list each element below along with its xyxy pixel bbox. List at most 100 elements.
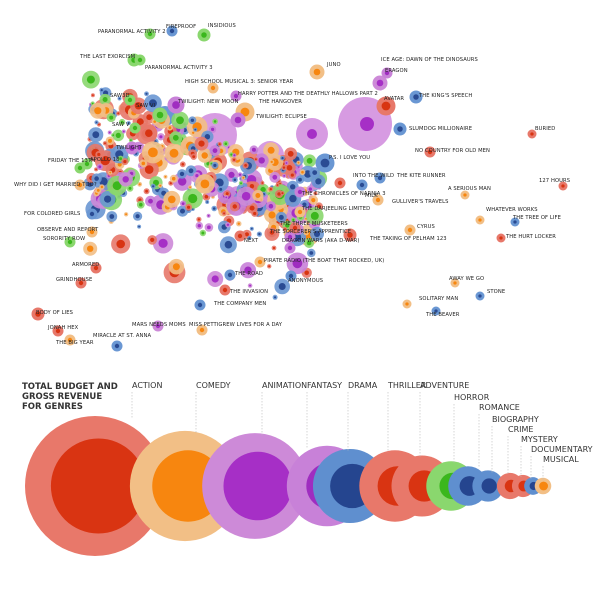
film-point-core xyxy=(169,182,172,185)
film-point-core xyxy=(305,231,308,234)
film-label: THE TAKING OF PELHAM 123 xyxy=(369,236,447,242)
film-label: MIRACLE AT ST. ANNA xyxy=(93,333,152,339)
film-point-core xyxy=(212,207,216,210)
film-point-labeled-core xyxy=(347,232,353,238)
film-point-core xyxy=(168,195,176,204)
film-point-core xyxy=(250,227,253,230)
film-point-core xyxy=(190,118,195,123)
film-point-core xyxy=(258,157,265,164)
budget-circle-animation xyxy=(223,451,293,521)
film-label: BODY OF LIES xyxy=(36,310,73,316)
genre-label-drama: DRAMA xyxy=(348,381,378,390)
film-point-core xyxy=(298,177,302,182)
film-point-labeled-core xyxy=(478,294,482,298)
film-point-core xyxy=(188,193,198,204)
film-point-core xyxy=(92,131,100,139)
film-point-labeled-core xyxy=(397,126,403,132)
film-point-core xyxy=(150,237,155,242)
film-label: GULLIVER'S TRAVELS xyxy=(392,199,449,205)
film-point-labeled-core xyxy=(292,225,298,231)
genre-label-romance: ROMANCE xyxy=(479,403,520,412)
film-label: JONAH HEX xyxy=(47,325,79,331)
film-point-labeled-core xyxy=(222,287,228,293)
film-point-core xyxy=(112,134,115,137)
film-point-core xyxy=(201,231,205,235)
film-point-core xyxy=(244,164,248,167)
genre-label-horror: HORROR xyxy=(454,393,490,402)
film-point-core xyxy=(179,171,185,177)
film-point-core xyxy=(255,193,261,198)
film-label: WHATEVER WORKS xyxy=(486,207,538,213)
budget-circle-biography xyxy=(481,478,497,494)
film-point-core xyxy=(115,132,121,138)
film-point-labeled-core xyxy=(287,245,293,251)
feature-bubble-core xyxy=(307,129,317,139)
film-point-core xyxy=(172,263,180,271)
film-point-core xyxy=(274,296,277,299)
film-label: GRINDHOUSE xyxy=(56,277,92,283)
film-point-core xyxy=(141,161,146,166)
film-label: 127 HOURS xyxy=(539,178,570,184)
film-point-labeled-core xyxy=(201,32,207,38)
film-point-labeled-core xyxy=(155,323,161,329)
film-point-core xyxy=(272,246,276,250)
film-point-labeled-core xyxy=(320,158,330,168)
film-point-core xyxy=(213,120,217,123)
film-label: NO COUNTRY FOR OLD MEN xyxy=(415,148,490,154)
film-point-core xyxy=(122,176,129,183)
film-point-core xyxy=(226,223,230,226)
budget-circle-action xyxy=(50,438,146,534)
film-label: MARS NEEDS MOMS xyxy=(132,322,186,328)
film-label: SAW VI xyxy=(136,103,155,109)
film-point-core xyxy=(278,214,284,220)
film-point-core xyxy=(134,102,143,110)
film-point-labeled-core xyxy=(127,97,133,103)
film-point-core xyxy=(232,158,236,161)
film-point-labeled-core xyxy=(427,149,433,155)
film-point-core xyxy=(224,142,228,145)
film-point-core xyxy=(212,148,218,154)
film-label: ARMORED xyxy=(72,262,99,268)
film-point-core xyxy=(241,191,251,201)
film-point-core xyxy=(108,131,111,134)
film-point-labeled-core xyxy=(359,182,365,188)
film-point-core xyxy=(282,166,286,169)
film-point-core xyxy=(224,240,233,249)
film-label: THE KING'S SPEECH xyxy=(418,93,472,99)
film-point-core xyxy=(285,223,290,228)
film-label: ERAGON xyxy=(385,68,408,74)
film-point-core xyxy=(315,178,322,185)
film-point-core xyxy=(171,176,176,181)
film-point-core xyxy=(306,240,312,246)
film-point-core xyxy=(176,116,184,125)
film-point-labeled-core xyxy=(381,101,391,111)
film-point-labeled-core xyxy=(297,209,303,215)
film-point-labeled-core xyxy=(77,182,83,188)
film-point-core xyxy=(269,230,275,235)
film-point-core xyxy=(120,120,124,124)
film-point-core xyxy=(94,176,99,181)
film-point-core xyxy=(204,194,209,199)
film-point-core xyxy=(198,140,205,147)
film-point-core xyxy=(118,97,121,100)
film-point-core xyxy=(159,135,163,139)
film-point-core xyxy=(290,184,296,190)
film-point-core xyxy=(180,208,185,214)
film-label: THE TREE OF LIFE xyxy=(512,215,561,221)
film-point-core xyxy=(158,238,168,248)
film-point-core xyxy=(148,99,157,108)
film-label: NEXT xyxy=(244,238,259,244)
film-point-core xyxy=(244,266,252,274)
film-scatter-plot xyxy=(31,25,568,352)
film-point-core xyxy=(145,189,149,193)
budget-circle-musical xyxy=(539,481,549,491)
film-point-core xyxy=(138,183,141,186)
film-label: SOLITARY MAN xyxy=(419,296,458,302)
film-label: THE HURT LOCKER xyxy=(505,234,556,240)
genre-label-thriller: THRILLER xyxy=(387,381,427,390)
film-point-core xyxy=(148,147,158,158)
film-point-core xyxy=(289,194,297,203)
film-point-core xyxy=(164,175,167,178)
film-point-core xyxy=(200,179,210,189)
film-point-labeled-core xyxy=(35,311,41,317)
